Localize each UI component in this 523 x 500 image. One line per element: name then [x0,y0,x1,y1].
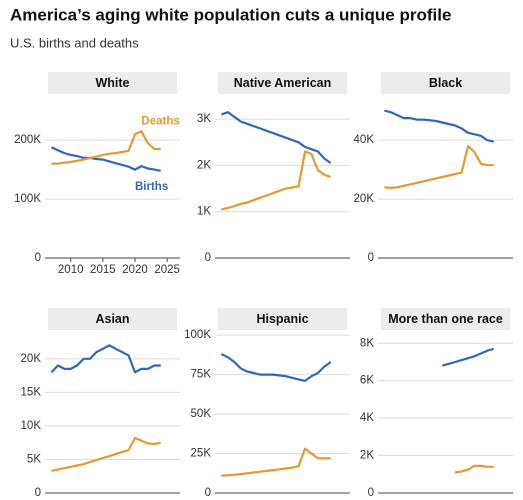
y-tick-label: 0 [35,252,41,264]
series-line [220,353,332,382]
y-tick-label: 75K [191,369,212,381]
panel-header [381,72,510,94]
y-tick-label: 20K [21,353,42,365]
panel-title: Black [429,76,462,90]
y-tick-label: 0 [205,252,211,264]
series-line [221,111,332,164]
series-line [384,145,494,189]
panel-header [48,72,177,94]
panel-header [381,308,510,330]
panel-header [48,308,177,330]
y-tick-label: 20K [354,193,375,205]
y-tick-label: 10K [21,420,42,432]
y-tick-label: 100K [184,329,211,341]
y-tick-label: 8K [360,337,374,349]
series-line [384,109,494,143]
series-line [50,146,161,172]
series-line [50,344,161,374]
chart-title: America’s aging white population cuts a … [10,5,451,24]
panel-title: Native American [234,76,332,90]
panel-header [218,308,347,330]
y-tick-label: 200K [14,134,41,146]
y-tick-label: 5K [27,453,41,465]
legend-label: Births [135,181,168,193]
y-tick-label: 4K [360,412,374,424]
series-line [221,447,331,477]
legend-label: Deaths [141,115,179,127]
panel-header [218,72,347,94]
x-tick-label: 2010 [58,264,84,276]
panel-title: More than one race [388,312,503,326]
y-tick-label: 100K [14,193,41,205]
series-line [51,130,161,165]
series-line [454,464,494,474]
y-tick-label: 15K [21,386,42,398]
series-line [221,150,332,211]
y-tick-label: 40K [354,134,375,146]
y-tick-label: 0 [35,487,41,499]
y-tick-label: 25K [191,448,212,460]
y-tick-label: 6K [360,375,374,387]
panel-title: Asian [95,312,129,326]
y-tick-label: 3K [197,113,211,125]
panel-title: White [95,76,129,90]
y-tick-label: 50K [191,408,212,420]
y-tick-label: 2K [197,159,211,171]
y-tick-label: 0 [205,487,211,499]
y-tick-label: 1K [197,206,211,218]
y-tick-label: 0 [368,252,374,264]
series-line [441,347,495,367]
panel-title: Hispanic [256,312,308,326]
x-tick-label: 2020 [122,264,148,276]
y-tick-label: 0 [368,487,374,499]
x-tick-label: 2015 [90,264,116,276]
chart-subtitle: U.S. births and deaths [10,35,139,50]
y-tick-label: 2K [360,450,374,462]
series-line [51,436,161,472]
x-tick-label: 2025 [154,264,180,276]
